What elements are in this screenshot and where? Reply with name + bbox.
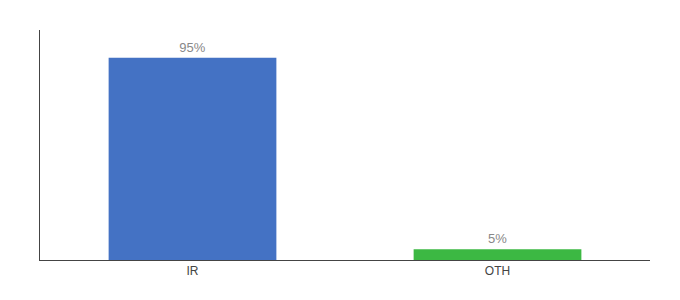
- svg-text:95%: 95%: [179, 40, 205, 55]
- svg-text:IR: IR: [187, 264, 199, 278]
- svg-text:5%: 5%: [488, 231, 507, 246]
- svg-text:OTH: OTH: [485, 264, 510, 278]
